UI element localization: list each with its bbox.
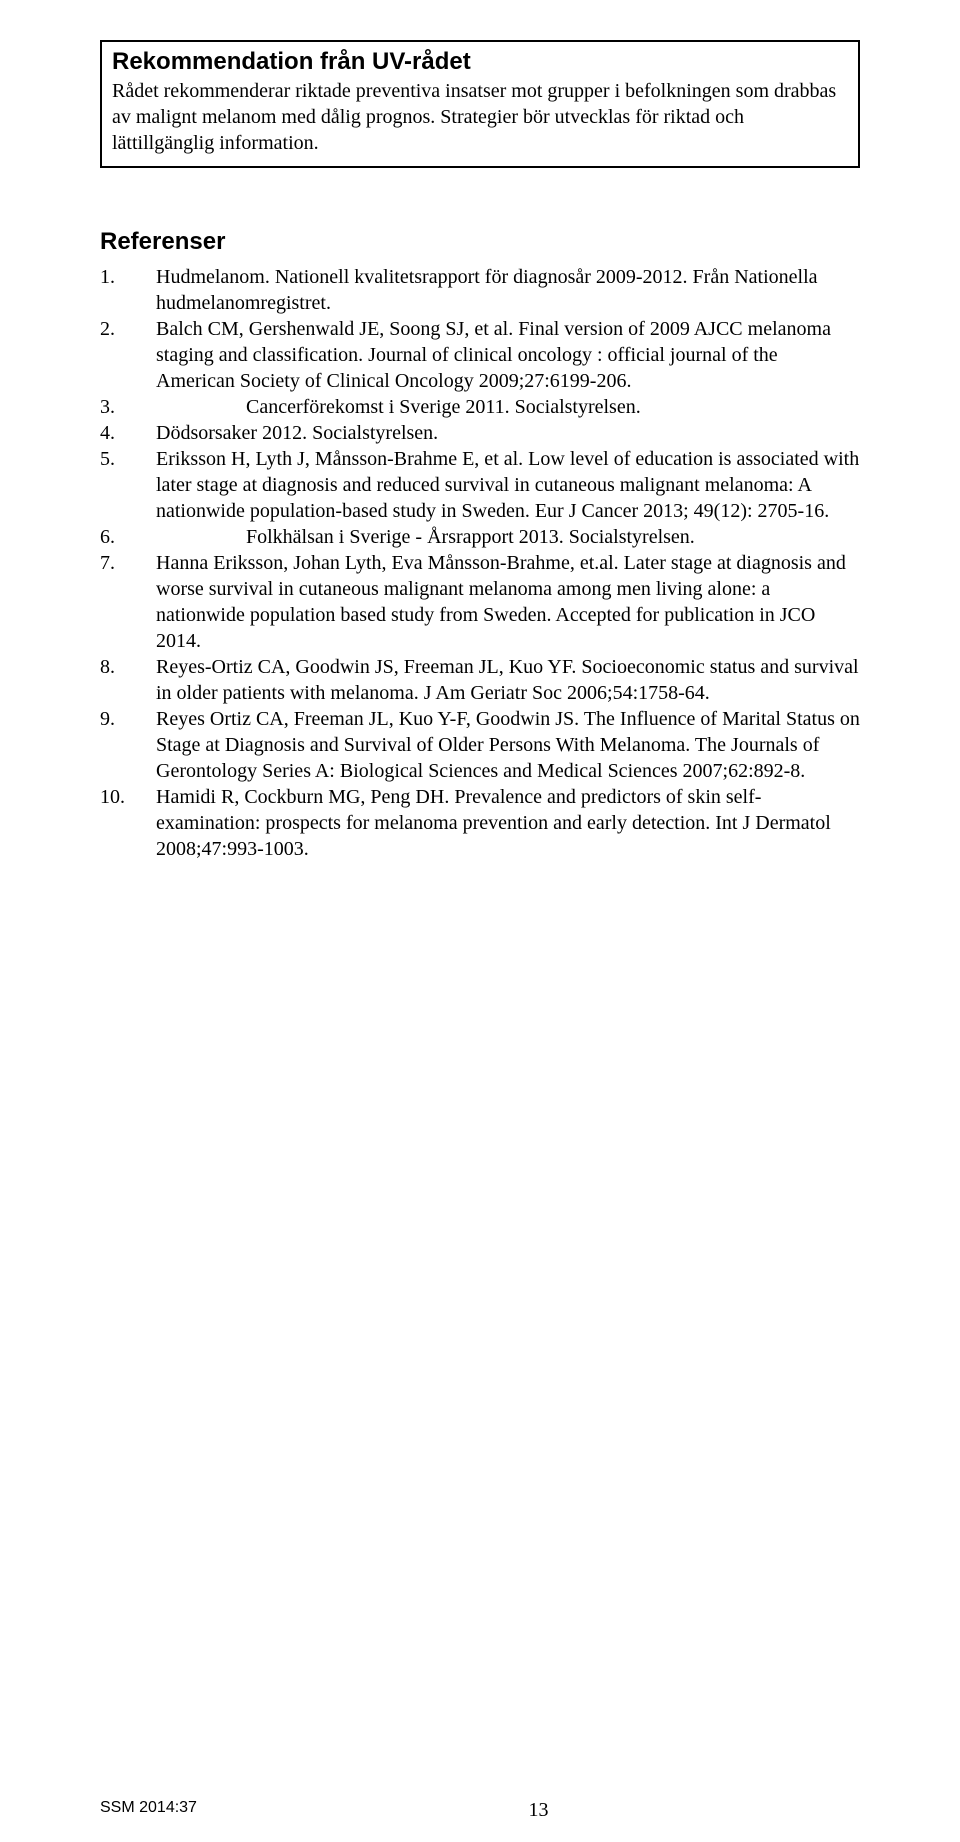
page-footer: SSM 2014:37 13 (100, 1799, 860, 1822)
reference-number: 2. (100, 316, 156, 394)
reference-number: 3. (100, 394, 156, 420)
reference-number: 10. (100, 784, 156, 862)
reference-number: 7. (100, 550, 156, 654)
reference-number: 1. (100, 264, 156, 316)
recommendation-body: Rådet rekommenderar riktade preventiva i… (112, 78, 848, 156)
reference-text: Eriksson H, Lyth J, Månsson-Brahme E, et… (156, 446, 860, 524)
reference-number: 6. (100, 524, 156, 550)
references-heading: Referenser (100, 228, 860, 256)
reference-text: Reyes Ortiz CA, Freeman JL, Kuo Y-F, Goo… (156, 706, 860, 784)
reference-text: Hamidi R, Cockburn MG, Peng DH. Prevalen… (156, 784, 860, 862)
reference-text: Dödsorsaker 2012. Socialstyrelsen. (156, 420, 860, 446)
references-list: 1.Hudmelanom. Nationell kvalitetsrapport… (100, 264, 860, 862)
reference-text: Hanna Eriksson, Johan Lyth, Eva Månsson-… (156, 550, 860, 654)
reference-number: 5. (100, 446, 156, 524)
reference-item: 4.Dödsorsaker 2012. Socialstyrelsen. (100, 420, 860, 446)
reference-text: Reyes-Ortiz CA, Goodwin JS, Freeman JL, … (156, 654, 860, 706)
footer-page-number: 13 (197, 1799, 860, 1822)
reference-item: 9.Reyes Ortiz CA, Freeman JL, Kuo Y-F, G… (100, 706, 860, 784)
reference-text: Balch CM, Gershenwald JE, Soong SJ, et a… (156, 316, 860, 394)
reference-text: Cancerförekomst i Sverige 2011. Socialst… (156, 394, 860, 420)
reference-number: 9. (100, 706, 156, 784)
recommendation-title: Rekommendation från UV-rådet (112, 48, 848, 76)
reference-text: Folkhälsan i Sverige - Årsrapport 2013. … (156, 524, 860, 550)
footer-doc-id: SSM 2014:37 (100, 1799, 197, 1822)
reference-item: 5.Eriksson H, Lyth J, Månsson-Brahme E, … (100, 446, 860, 524)
reference-text: Hudmelanom. Nationell kvalitetsrapport f… (156, 264, 860, 316)
reference-item: 10.Hamidi R, Cockburn MG, Peng DH. Preva… (100, 784, 860, 862)
reference-item: 1.Hudmelanom. Nationell kvalitetsrapport… (100, 264, 860, 316)
reference-number: 8. (100, 654, 156, 706)
recommendation-box: Rekommendation från UV-rådet Rådet rekom… (100, 40, 860, 168)
reference-item: 2.Balch CM, Gershenwald JE, Soong SJ, et… (100, 316, 860, 394)
reference-item: 6.Folkhälsan i Sverige - Årsrapport 2013… (100, 524, 860, 550)
reference-number: 4. (100, 420, 156, 446)
reference-item: 8.Reyes-Ortiz CA, Goodwin JS, Freeman JL… (100, 654, 860, 706)
reference-item: 3.Cancerförekomst i Sverige 2011. Social… (100, 394, 860, 420)
reference-item: 7.Hanna Eriksson, Johan Lyth, Eva Månsso… (100, 550, 860, 654)
